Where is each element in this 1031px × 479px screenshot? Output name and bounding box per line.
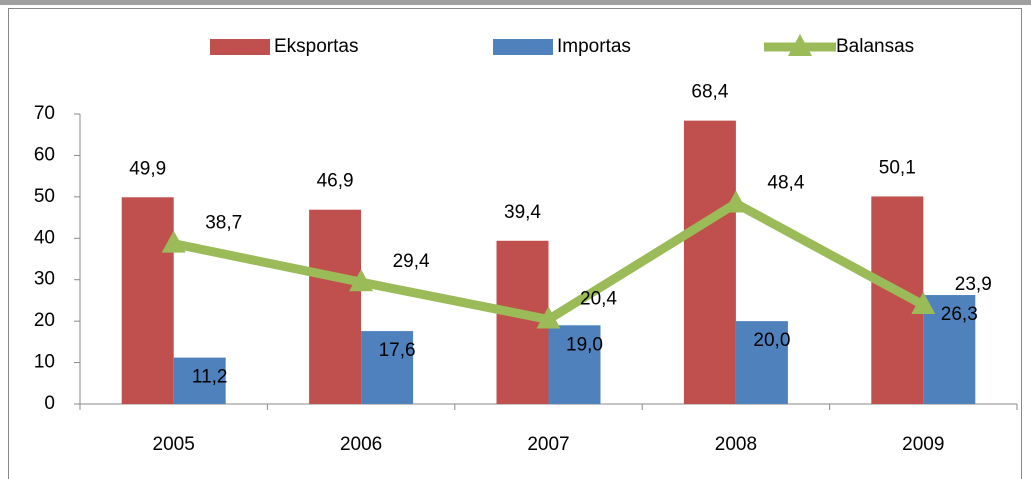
- marker: [161, 230, 186, 253]
- data-label: 17,6: [379, 340, 416, 361]
- bar: [361, 331, 414, 404]
- y-tick-label: 20: [34, 310, 55, 331]
- legend-label: Importas: [557, 36, 631, 57]
- data-label: 23,9: [955, 274, 992, 295]
- data-label: 19,0: [566, 334, 603, 355]
- bar: [121, 197, 174, 404]
- bar: [735, 321, 788, 404]
- marker: [536, 306, 561, 329]
- legend-label: Balansas: [836, 36, 914, 57]
- frame: [8, 8, 1022, 479]
- legend-swatch: [210, 39, 270, 55]
- data-label: 20,0: [753, 330, 790, 351]
- legend-label: Eksportas: [274, 36, 358, 57]
- data-label: 20,4: [580, 289, 617, 310]
- y-tick-label: 30: [34, 269, 55, 290]
- marker: [723, 190, 748, 213]
- x-tick-label: 2005: [153, 434, 195, 455]
- data-label: 11,2: [192, 367, 228, 388]
- y-tick-label: 70: [34, 103, 55, 124]
- marker: [349, 269, 374, 292]
- y-tick-label: 10: [34, 352, 55, 373]
- bar: [173, 357, 226, 404]
- legend-swatch: [493, 39, 553, 55]
- bar: [309, 209, 362, 404]
- bar: [548, 325, 601, 404]
- y-tick-label: 50: [34, 186, 55, 207]
- data-label: 39,4: [504, 202, 541, 223]
- y-tick-label: 0: [44, 393, 55, 414]
- x-tick-label: 2009: [902, 434, 944, 455]
- data-label: 26,3: [941, 304, 978, 325]
- data-label: 29,4: [393, 251, 430, 272]
- bar: [683, 120, 736, 404]
- data-label: 48,4: [767, 173, 804, 194]
- data-label: 68,4: [691, 82, 728, 103]
- y-tick-label: 60: [34, 144, 55, 165]
- data-label: 38,7: [205, 213, 242, 234]
- x-tick-label: 2008: [715, 434, 757, 455]
- data-label: 49,9: [129, 158, 166, 179]
- y-tick-label: 40: [34, 227, 55, 248]
- top-band: [0, 0, 1031, 5]
- x-tick-label: 2007: [527, 434, 569, 455]
- legend-marker: [788, 34, 812, 56]
- x-tick-label: 2006: [340, 434, 382, 455]
- data-label: 46,9: [317, 171, 354, 192]
- marker: [911, 291, 936, 314]
- data-label: 50,1: [879, 157, 916, 178]
